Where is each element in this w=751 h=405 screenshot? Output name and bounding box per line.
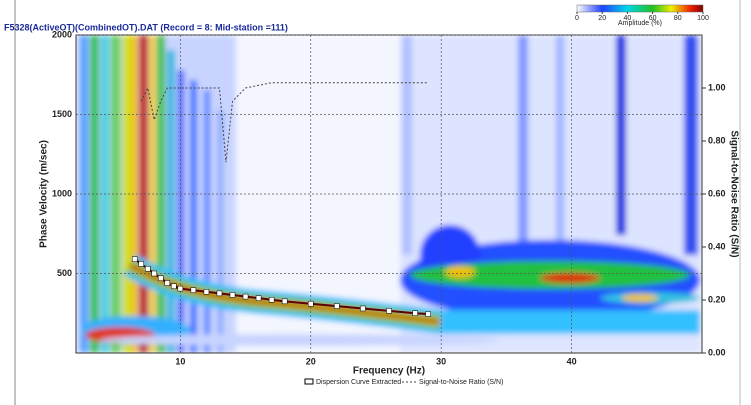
- y-axis-label: Phase Velocity (m/sec): [39, 140, 50, 248]
- curve-point: [242, 293, 249, 300]
- colorbar-tick-label: 40: [624, 15, 632, 22]
- curve-point: [138, 261, 144, 267]
- x-tick-label: 40: [567, 356, 577, 366]
- curve-point: [334, 303, 340, 309]
- curve-point: [229, 292, 236, 298]
- colorbar-tick-label: 0: [575, 15, 579, 22]
- legend-label: Signal-to-Noise Ratio (S/N): [419, 379, 503, 386]
- x-tick-label: 10: [175, 356, 185, 366]
- legend-label: Dispersion Curve Extracted: [316, 379, 401, 386]
- x-tick-label: 20: [306, 356, 316, 366]
- y2-tick-label: 0.20: [708, 294, 726, 304]
- y2-tick-label: 1.00: [708, 82, 726, 92]
- curve-point: [268, 296, 275, 303]
- colorbar-tick-label: 60: [649, 15, 657, 22]
- colorbar-tick-label: 100: [697, 15, 709, 22]
- colorbar-tick-label: 20: [598, 15, 606, 22]
- curve-point: [386, 308, 392, 314]
- curve-point: [255, 295, 262, 301]
- sn-line: [140, 82, 429, 163]
- colorbar: [576, 4, 704, 13]
- chart-title: F5328(ActiveOT)(CombinedOT).DAT (Record …: [4, 22, 288, 32]
- curve-point: [281, 298, 288, 305]
- x-axis-label: Frequency (Hz): [353, 366, 425, 377]
- y2-tick-label: 0.00: [708, 347, 726, 357]
- curve-point: [216, 290, 223, 297]
- y2-tick-label: 0.60: [708, 188, 726, 198]
- curve-point: [151, 270, 157, 277]
- curve-point: [425, 311, 431, 317]
- y-tick-label: 1000: [52, 188, 72, 198]
- y-tick-label: 1500: [52, 109, 72, 119]
- y2-axis-label: Signal-to-Noise Ratio (S/N): [728, 130, 739, 257]
- colorbar-tick-label: 80: [674, 15, 682, 22]
- y-tick-label: 500: [57, 268, 72, 278]
- legend-symbol: [304, 378, 314, 385]
- curve-point: [308, 300, 314, 307]
- y2-tick-label: 0.80: [708, 135, 726, 145]
- y-tick-label: 2000: [52, 29, 72, 39]
- curve-point: [203, 289, 210, 295]
- curve-line: [134, 258, 429, 316]
- x-tick-label: 30: [436, 356, 446, 366]
- colorbar-label: Amplitude (%): [618, 20, 662, 27]
- curve-point: [158, 275, 164, 282]
- curve-point: [144, 265, 151, 272]
- curve-point: [190, 287, 197, 293]
- curve-point: [164, 280, 171, 286]
- y2-tick-label: 0.40: [708, 241, 726, 251]
- curve-point: [412, 310, 418, 316]
- curve-point: [360, 305, 366, 312]
- curve-point: [171, 283, 177, 289]
- curve-point: [177, 285, 184, 292]
- curve-point: [131, 256, 138, 262]
